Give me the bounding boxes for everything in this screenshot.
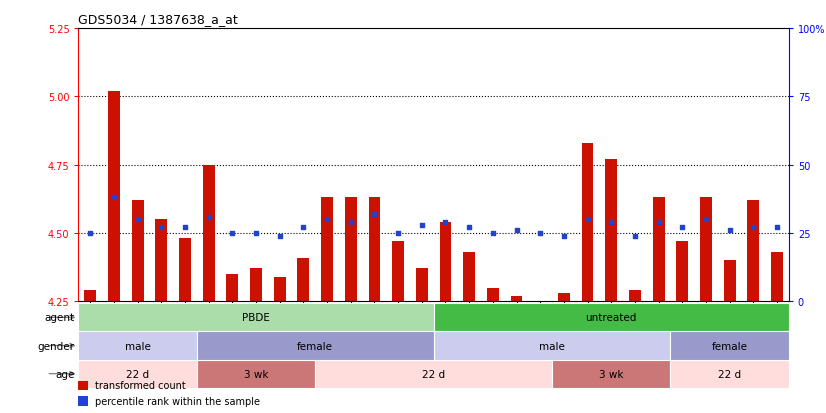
Bar: [197, 360, 316, 388]
Bar: [132, 201, 144, 301]
Text: 3 wk: 3 wk: [244, 369, 268, 379]
Bar: [439, 223, 451, 301]
Bar: [197, 332, 434, 360]
Point: [652, 219, 665, 226]
Text: gender: gender: [37, 341, 74, 351]
Point: [131, 216, 145, 223]
Point: [700, 216, 713, 223]
Text: 22 d: 22 d: [126, 369, 150, 379]
Point: [297, 225, 310, 231]
Text: PBDE: PBDE: [242, 313, 270, 323]
Point: [439, 219, 452, 226]
Point: [320, 216, 334, 223]
Bar: [434, 304, 789, 332]
Point: [510, 227, 523, 234]
Text: male: male: [125, 341, 150, 351]
Point: [771, 225, 784, 231]
Point: [368, 211, 381, 218]
Point: [392, 230, 405, 237]
Point: [723, 227, 736, 234]
Text: female: female: [712, 341, 748, 351]
Bar: [510, 296, 522, 301]
Bar: [415, 269, 428, 301]
Point: [558, 233, 571, 240]
Point: [581, 216, 594, 223]
Bar: [273, 277, 286, 301]
Bar: [345, 198, 357, 301]
Text: GDS5034 / 1387638_a_at: GDS5034 / 1387638_a_at: [78, 13, 238, 26]
Point: [534, 230, 547, 237]
Point: [676, 225, 689, 231]
Point: [463, 225, 476, 231]
Bar: [297, 258, 309, 301]
Bar: [78, 360, 197, 388]
Bar: [226, 274, 238, 301]
Point: [629, 233, 642, 240]
Point: [249, 230, 263, 237]
Bar: [771, 252, 783, 301]
Bar: [434, 332, 671, 360]
Bar: [368, 198, 380, 301]
Point: [605, 219, 618, 226]
Bar: [700, 198, 712, 301]
Bar: [250, 269, 262, 301]
Point: [415, 222, 429, 228]
Bar: [748, 201, 759, 301]
Bar: [653, 198, 665, 301]
Text: 3 wk: 3 wk: [599, 369, 624, 379]
Bar: [78, 332, 197, 360]
Bar: [582, 143, 593, 301]
Bar: [78, 304, 434, 332]
Bar: [558, 293, 570, 301]
Bar: [463, 252, 475, 301]
Point: [225, 230, 239, 237]
Point: [83, 230, 97, 237]
Bar: [179, 239, 191, 301]
Text: 22 d: 22 d: [422, 369, 445, 379]
Bar: [552, 360, 671, 388]
Bar: [84, 291, 96, 301]
Text: 22 d: 22 d: [718, 369, 741, 379]
Point: [178, 225, 192, 231]
Bar: [676, 242, 688, 301]
Bar: [155, 220, 167, 301]
Bar: [671, 360, 789, 388]
Bar: [724, 261, 736, 301]
Point: [344, 219, 358, 226]
Text: percentile rank within the sample: percentile rank within the sample: [95, 396, 260, 406]
Bar: [629, 291, 641, 301]
Bar: [321, 198, 333, 301]
Text: agent: agent: [45, 313, 74, 323]
Text: untreated: untreated: [586, 313, 637, 323]
Point: [487, 230, 500, 237]
Text: female: female: [297, 341, 333, 351]
Bar: [203, 165, 215, 301]
Bar: [392, 242, 404, 301]
Bar: [534, 301, 546, 304]
Point: [747, 225, 760, 231]
Bar: [108, 92, 120, 301]
Bar: [671, 332, 789, 360]
Point: [154, 225, 168, 231]
Bar: [316, 360, 552, 388]
Text: age: age: [55, 369, 74, 379]
Point: [202, 214, 216, 220]
Bar: [487, 288, 499, 301]
Text: transformed count: transformed count: [95, 380, 186, 390]
Text: male: male: [539, 341, 565, 351]
Bar: [605, 160, 617, 301]
Point: [107, 195, 121, 201]
Point: [273, 233, 287, 240]
